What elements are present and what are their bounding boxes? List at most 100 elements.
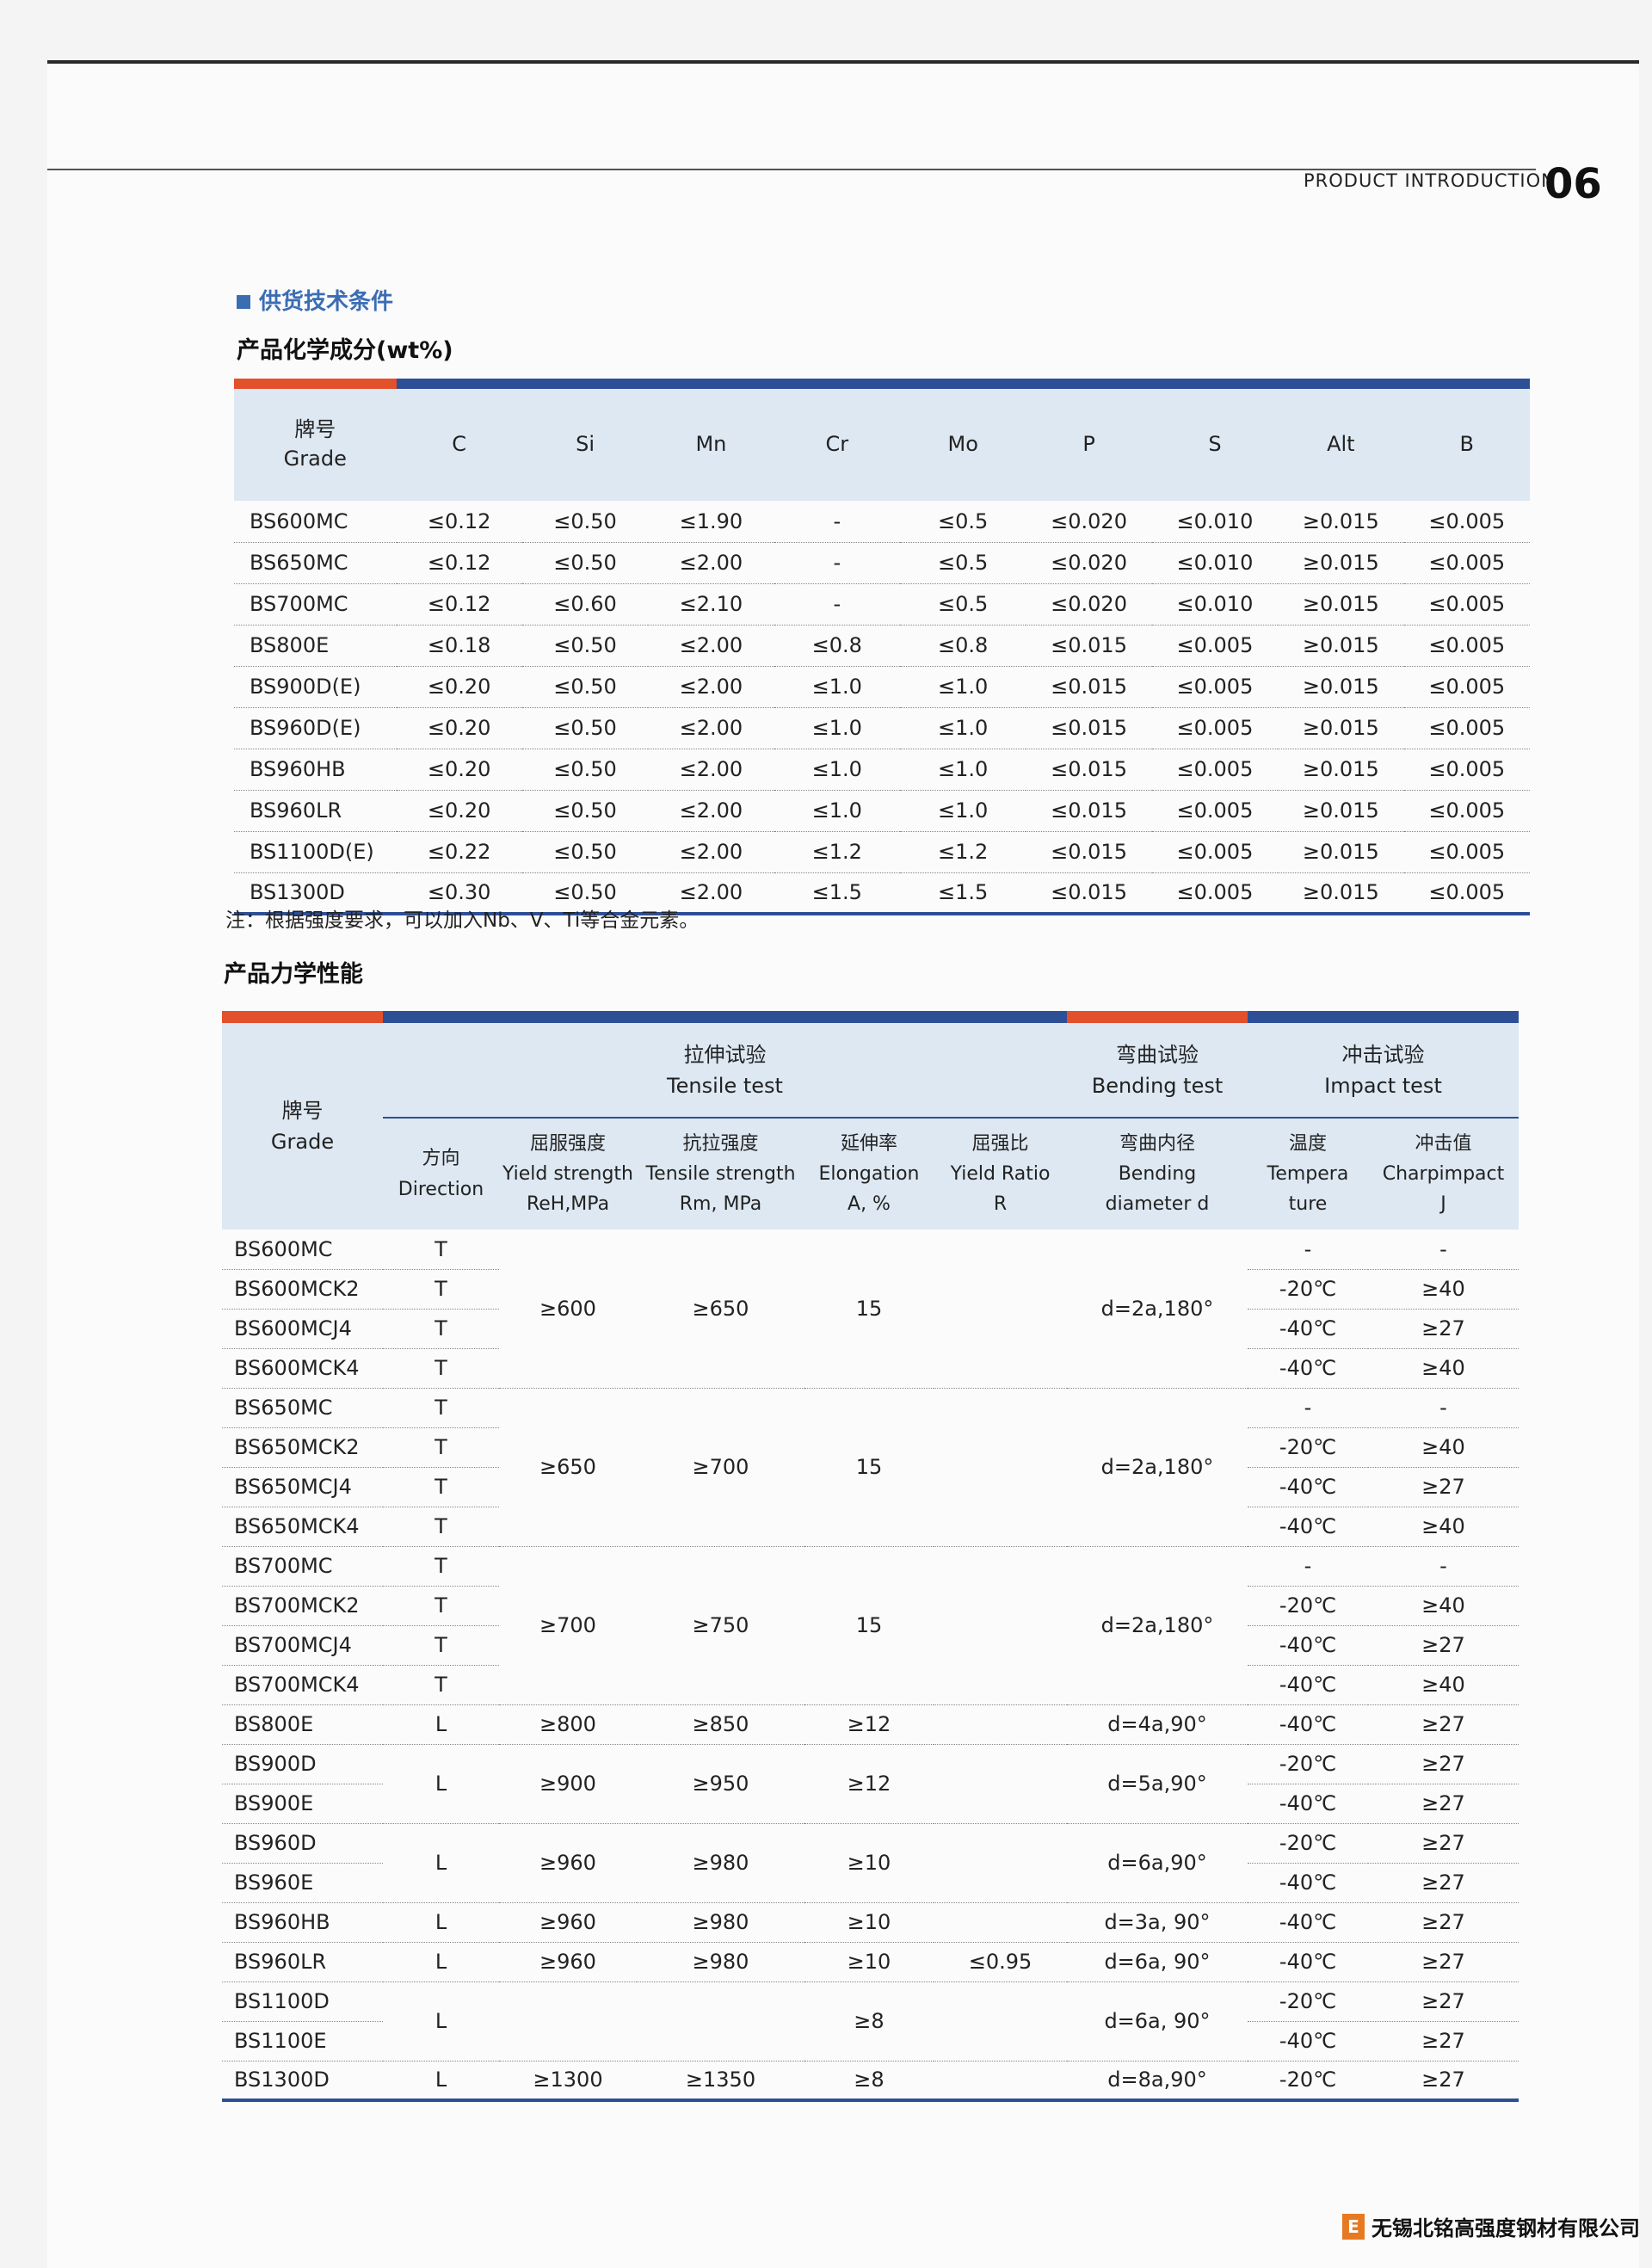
value-cell: ≥0.015 — [1278, 583, 1404, 626]
impact-cell: ≥27 — [1368, 2061, 1519, 2102]
group-header: 拉伸试验 Tensile test — [383, 1023, 1067, 1119]
bending-cell: d=8a,90° — [1067, 2061, 1248, 2102]
impact-cell: ≥27 — [1368, 1467, 1519, 1507]
column-header: Cr — [774, 389, 900, 501]
sub-header: 温度 Tempera ture — [1248, 1118, 1368, 1230]
value-cell: ≤2.00 — [648, 749, 774, 791]
elongation-cell: 15 — [804, 1546, 934, 1705]
value-cell: ≤1.0 — [900, 790, 1026, 832]
value-cell: ≤0.5 — [900, 583, 1026, 626]
column-header: 牌号 Grade — [234, 389, 397, 501]
direction-cell: L — [383, 1744, 499, 1824]
impact-cell: ≥27 — [1368, 1704, 1519, 1745]
tensile-cell: ≥950 — [637, 1744, 804, 1824]
elongation-cell: ≥12 — [804, 1704, 934, 1745]
direction-cell: L — [383, 1981, 499, 2062]
yield-cell — [499, 1981, 637, 2062]
direction-cell: T — [383, 1507, 499, 1547]
value-cell: ≤1.0 — [900, 749, 1026, 791]
column-header: Mn — [648, 389, 774, 501]
elongation-cell: ≥10 — [804, 1902, 934, 1943]
yield-cell: ≥960 — [499, 1823, 637, 1903]
value-cell: ≤0.50 — [521, 666, 649, 708]
chemical-composition-table: 牌号 Grade C Si Mn Cr Mo P S Alt B BS600MC ≤0.12 ≤0.50… — [234, 379, 1530, 915]
grade-cell: BS600MC — [234, 501, 397, 543]
value-cell: ≤2.00 — [648, 872, 774, 915]
ratio-cell — [934, 1388, 1067, 1547]
direction-cell: T — [383, 1309, 499, 1349]
elongation-cell: ≥8 — [804, 1981, 934, 2062]
grade-cell: BS960HB — [222, 1902, 383, 1943]
temperature-cell: -40℃ — [1248, 1309, 1368, 1349]
table-row: BS1100D L ≥8 d=6a, 90° -20℃ ≥27 — [222, 1981, 1519, 2062]
bending-cell: d=6a, 90° — [1067, 1942, 1248, 1982]
impact-cell: ≥40 — [1368, 1586, 1519, 1626]
temperature-cell: - — [1248, 1230, 1368, 1270]
square-bullet-icon — [237, 295, 250, 309]
value-cell: ≤0.22 — [396, 831, 522, 873]
direction-cell: L — [383, 1902, 499, 1943]
column-header: Mo — [900, 389, 1026, 501]
temperature-cell: -40℃ — [1248, 1348, 1368, 1389]
value-cell: ≤0.12 — [396, 583, 522, 626]
value-cell: ≥0.015 — [1278, 625, 1404, 667]
impact-cell: ≥40 — [1368, 1269, 1519, 1310]
column-header: C — [396, 389, 522, 501]
direction-cell: T — [383, 1230, 499, 1270]
value-cell: ≤1.0 — [774, 749, 900, 791]
ratio-cell — [934, 1546, 1067, 1705]
bending-cell: d=2a,180° — [1067, 1230, 1248, 1389]
table-row: BS800E ≤0.18 ≤0.50 ≤2.00 ≤0.8 ≤0.8 ≤0.015 ≤0.00… — [234, 625, 1530, 667]
group-header: 弯曲试验 Bending test — [1067, 1023, 1248, 1119]
grade-cell: BS1100D — [222, 1981, 383, 2022]
value-cell: ≤0.005 — [1403, 831, 1530, 873]
value-cell: ≤0.015 — [1026, 831, 1152, 873]
direction-cell: L — [383, 1942, 499, 1982]
direction-cell: T — [383, 1546, 499, 1587]
temperature-cell: -40℃ — [1248, 1625, 1368, 1666]
table-row: BS1300D L ≥1300 ≥1350 ≥8 d=8a,90° -20℃ ≥27 — [222, 2061, 1519, 2102]
bending-cell: d=4a,90° — [1067, 1704, 1248, 1745]
header-bar — [774, 379, 900, 389]
bending-cell: d=3a, 90° — [1067, 1902, 1248, 1943]
value-cell: ≤0.50 — [521, 501, 649, 543]
grade-cell: BS900D — [222, 1744, 383, 1784]
value-cell: ≤1.90 — [648, 501, 774, 543]
company-name: 无锡北铭高强度钢材有限公司 — [1372, 2216, 1640, 2240]
sub-header: 弯曲内径 Bending diameter d — [1067, 1118, 1248, 1230]
column-header: Si — [521, 389, 649, 501]
footer: E 无锡北铭高强度钢材有限公司 — [1342, 2211, 1640, 2241]
table-row: BS700MC T ≥700 ≥750 15 d=2a,180° - - — [222, 1546, 1519, 1705]
value-cell: ≤0.005 — [1151, 625, 1279, 667]
ratio-cell — [934, 1744, 1067, 1824]
value-cell: ≤0.20 — [396, 707, 522, 749]
value-cell: ≥0.015 — [1278, 501, 1404, 543]
value-cell: - — [774, 542, 900, 584]
tensile-cell: ≥980 — [637, 1942, 804, 1982]
tensile-cell: ≥980 — [637, 1902, 804, 1943]
sub-header: 冲击值 Charpimpact J — [1368, 1118, 1519, 1230]
elongation-cell: ≥10 — [804, 1942, 934, 1982]
bending-cell: d=6a,90° — [1067, 1823, 1248, 1903]
impact-cell: ≥27 — [1368, 1784, 1519, 1824]
grade-cell: BS1300D — [222, 2061, 383, 2102]
table-row: BS1100E -40℃ ≥27 — [222, 2021, 1519, 2062]
impact-cell: ≥27 — [1368, 1823, 1519, 1864]
table-row: BS600MC ≤0.12 ≤0.50 ≤1.90- ≤0.5 ≤0.020 ≤0.010 ≥… — [234, 501, 1530, 543]
value-cell: ≥0.015 — [1278, 666, 1404, 708]
value-cell: ≤2.00 — [648, 790, 774, 832]
value-cell: ≤0.50 — [521, 872, 649, 915]
value-cell: ≤0.005 — [1403, 583, 1530, 626]
temperature-cell: -40℃ — [1248, 1902, 1368, 1943]
impact-cell: ≥27 — [1368, 2021, 1519, 2062]
temperature-cell: -20℃ — [1248, 1269, 1368, 1310]
impact-cell: ≥40 — [1368, 1427, 1519, 1468]
grade-cell: BS1100E — [222, 2021, 383, 2062]
column-header: Alt — [1278, 389, 1404, 501]
value-cell: ≤0.015 — [1026, 872, 1152, 915]
value-cell: ≤2.00 — [648, 831, 774, 873]
table-row: BS650MCK2 T -20℃ ≥40 — [222, 1427, 1519, 1468]
sub-header: 延伸率 Elongation A, % — [804, 1118, 934, 1230]
section-title-text: 供货技术条件 — [259, 289, 394, 315]
value-cell: ≤0.005 — [1151, 707, 1279, 749]
